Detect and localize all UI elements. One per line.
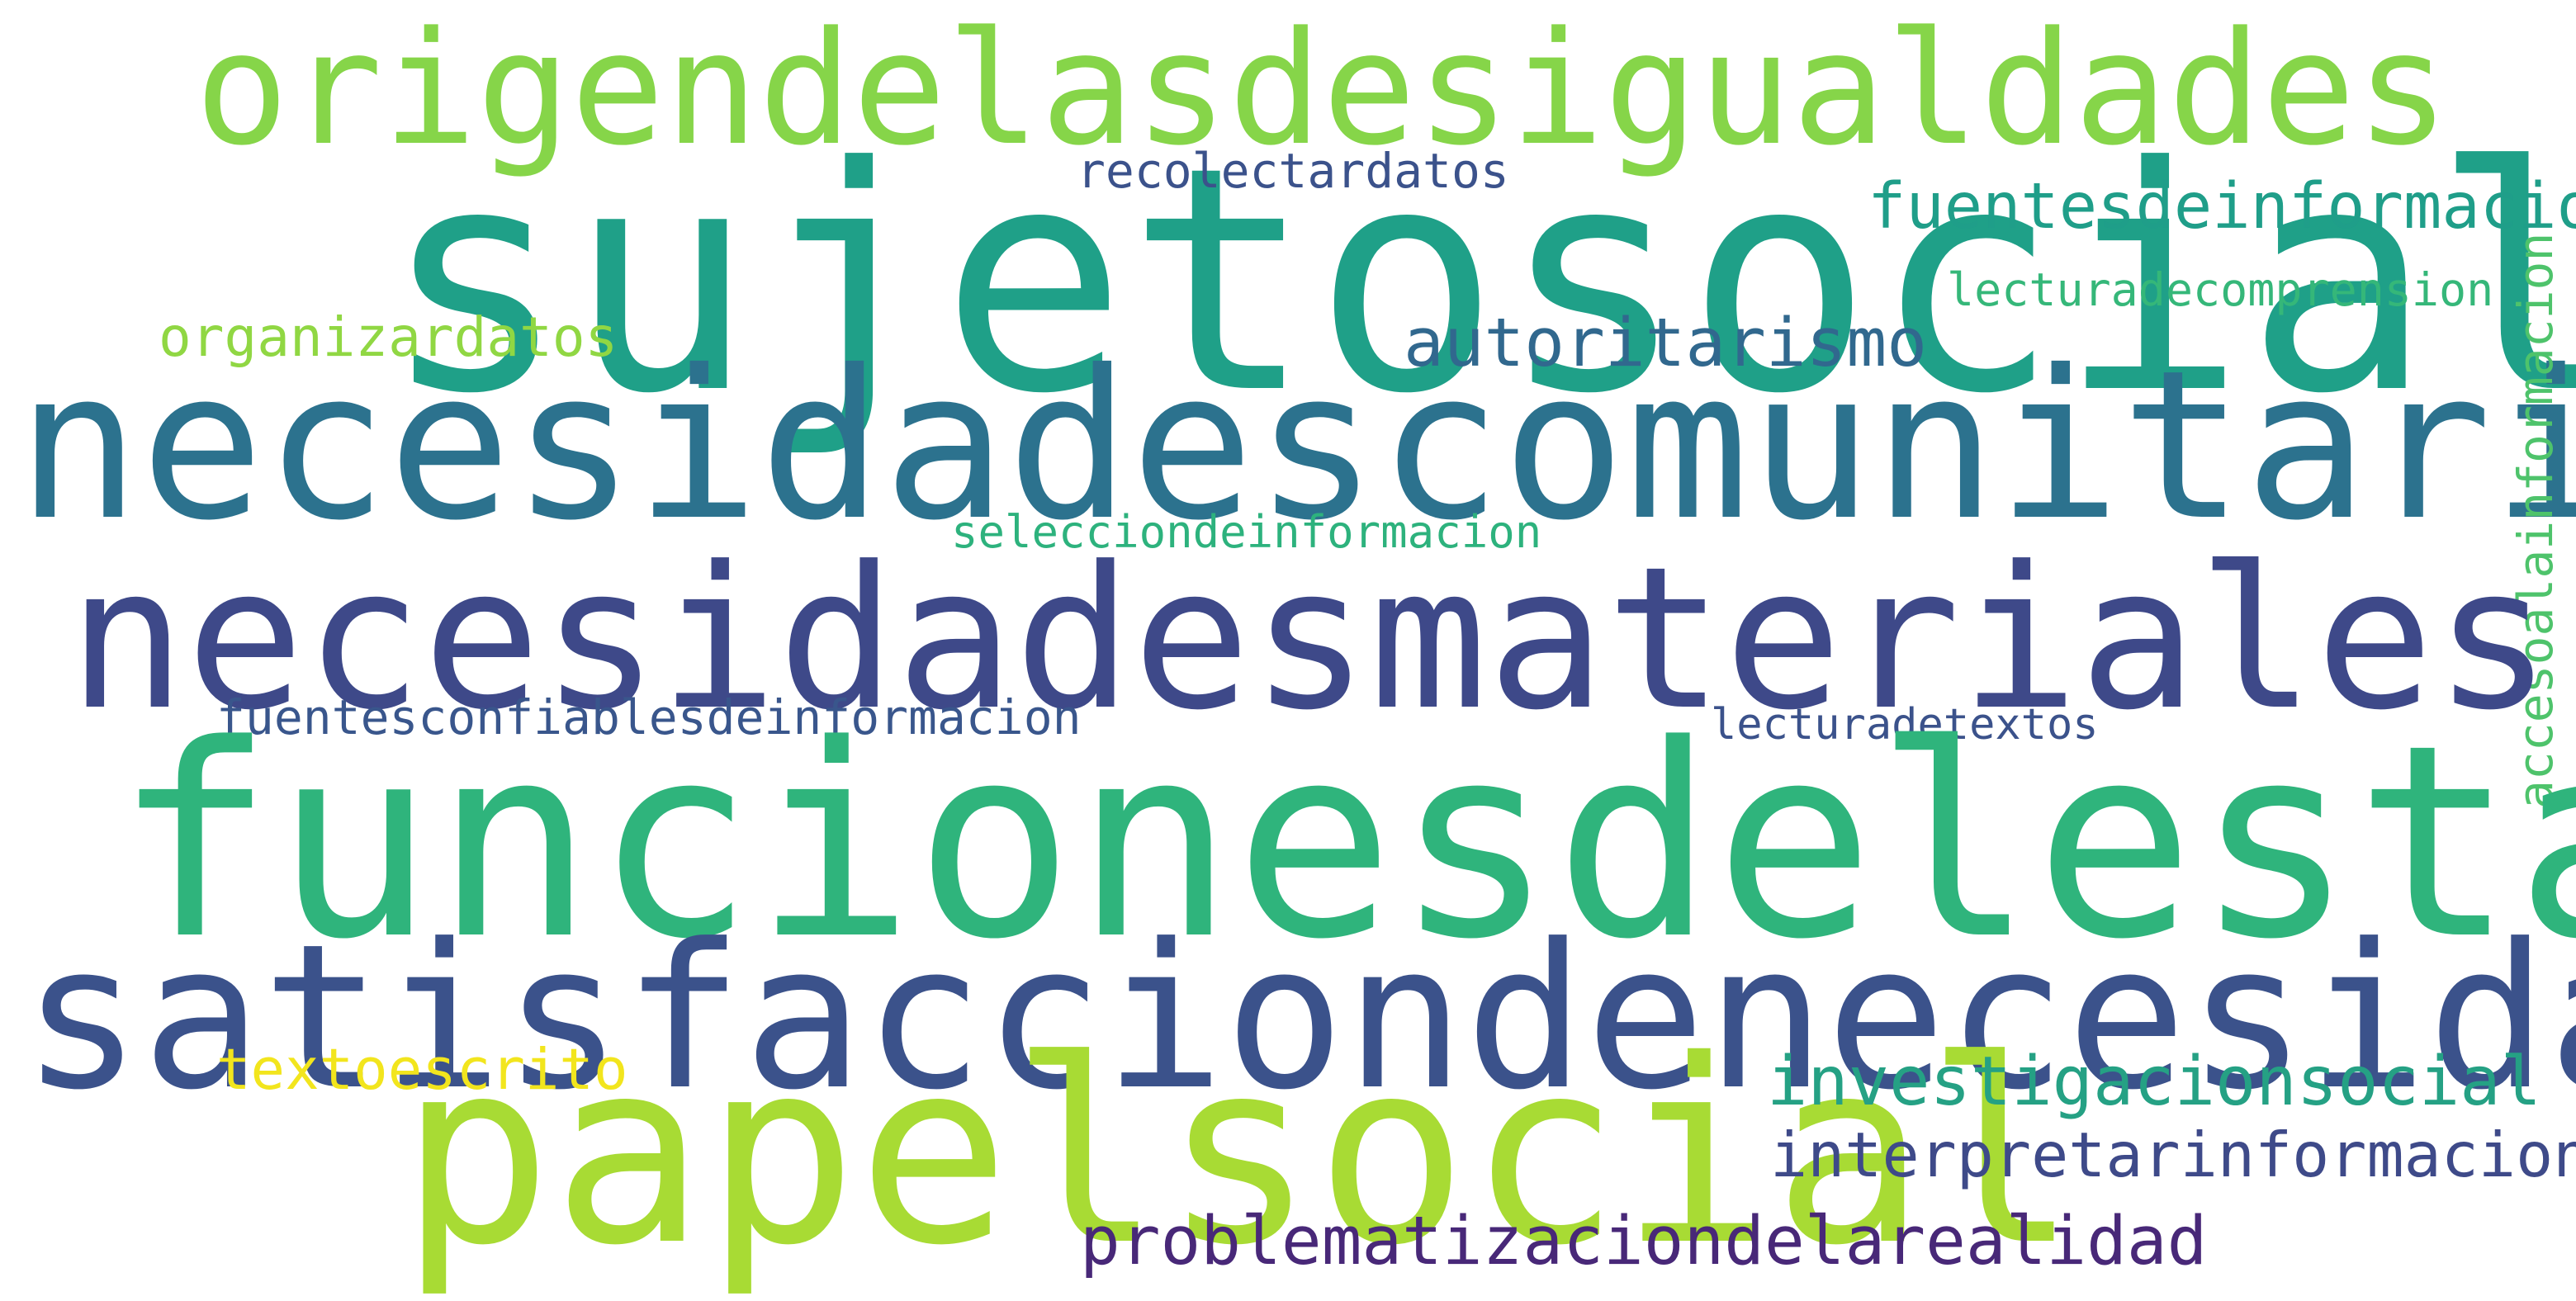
word-origendelasdesigualdades: origendelasdesigualdades [195, 0, 2450, 180]
word-fuentesconfiablesdeinformacion: fuentesconfiablesdeinformacion [216, 689, 1082, 745]
word-organizardatos: organizardatos [159, 305, 618, 369]
word-investigacionsocial: investigacionsocial [1767, 1043, 2541, 1121]
word-lecturadecomprension: lecturadecomprension [1947, 263, 2494, 316]
word-interpretarinformacion: interpretarinformacion [1770, 1119, 2576, 1191]
word-funcionesdelestado: funcionesdelestado [114, 688, 2576, 997]
word-textoescrito: textoescrito [216, 1037, 628, 1103]
word-papelsocial: papelsocial [400, 1006, 2079, 1301]
word-recolectardatos: recolectardatos [1077, 143, 1509, 199]
word-fuentesdeinformacion: fuentesdeinformacion [1868, 170, 2576, 244]
word-necesidadescomunitarias: necesidadescomunitarias [17, 326, 2576, 565]
word-necesidadesmateriales: necesidadesmateriales [68, 525, 2553, 754]
word-autoritarismo: autoritarismo [1404, 305, 1927, 382]
word-problematizaciondelarealidad: problematizaciondelarealidad [1080, 1203, 2208, 1280]
word-lecturadetextos: lecturadetextos [1711, 700, 2099, 750]
word-selecciondeinformacion: selecciondeinformacion [951, 506, 1542, 558]
word-satisfacciondenecesidades: satisfacciondenecesidades [21, 901, 2576, 1134]
word-sujetosocial: sujetosocial [381, 102, 2576, 461]
